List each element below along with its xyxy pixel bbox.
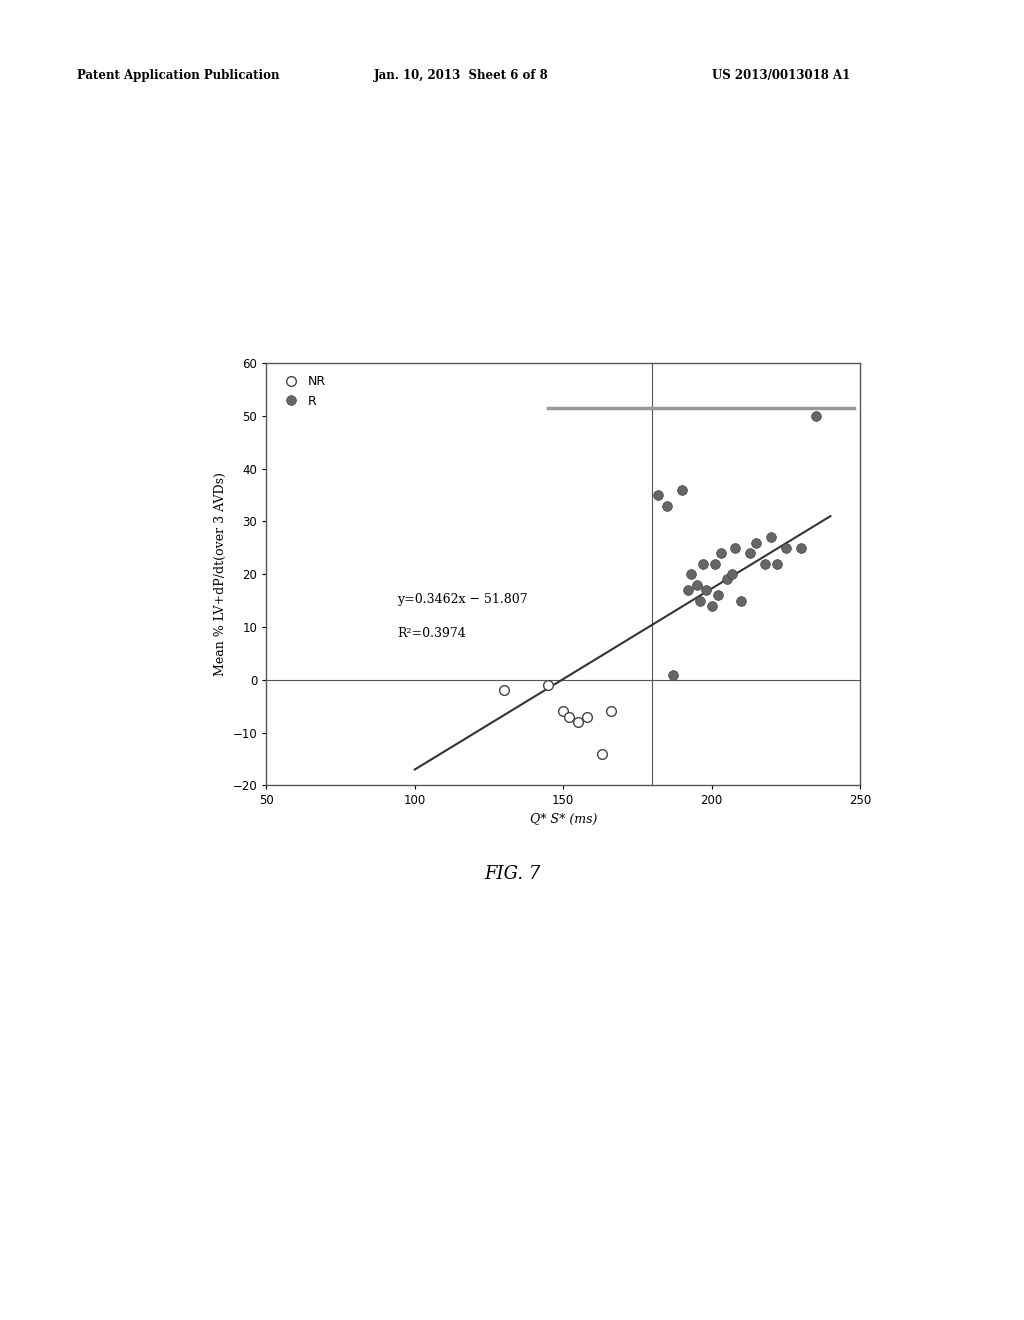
Point [713, 543, 729, 564]
Point [748, 532, 764, 553]
Point [707, 553, 723, 574]
Point [778, 537, 795, 558]
Point [688, 574, 705, 595]
Point [650, 484, 667, 506]
Point [594, 743, 610, 764]
Point [569, 711, 586, 733]
Point [769, 553, 785, 574]
Point [691, 590, 708, 611]
Point [727, 537, 743, 558]
Text: US 2013/0013018 A1: US 2013/0013018 A1 [712, 69, 850, 82]
Point [733, 590, 750, 611]
Point [793, 537, 809, 558]
Point [659, 495, 676, 516]
Point [555, 701, 571, 722]
Point [697, 579, 714, 601]
Point [710, 585, 726, 606]
Point [763, 527, 779, 548]
Point [561, 706, 578, 727]
Text: Jan. 10, 2013  Sheet 6 of 8: Jan. 10, 2013 Sheet 6 of 8 [374, 69, 549, 82]
Point [579, 706, 595, 727]
Point [665, 664, 681, 685]
Point [683, 564, 699, 585]
Text: R²=0.3974: R²=0.3974 [397, 627, 466, 640]
Point [742, 543, 759, 564]
Point [496, 680, 512, 701]
Text: y=0.3462x − 51.807: y=0.3462x − 51.807 [397, 593, 527, 606]
Point [724, 564, 740, 585]
X-axis label: Q* S* (ms): Q* S* (ms) [529, 813, 597, 826]
Point [680, 579, 696, 601]
Point [541, 675, 557, 696]
Point [674, 479, 690, 500]
Text: FIG. 7: FIG. 7 [483, 865, 541, 883]
Point [703, 595, 720, 616]
Point [602, 701, 618, 722]
Point [807, 405, 823, 426]
Y-axis label: Mean % LV+dP/dt(over 3 AVDs): Mean % LV+dP/dt(over 3 AVDs) [214, 473, 227, 676]
Point [718, 569, 734, 590]
Point [757, 553, 773, 574]
Text: Patent Application Publication: Patent Application Publication [77, 69, 280, 82]
Legend: NR, R: NR, R [272, 370, 332, 414]
Point [694, 553, 711, 574]
